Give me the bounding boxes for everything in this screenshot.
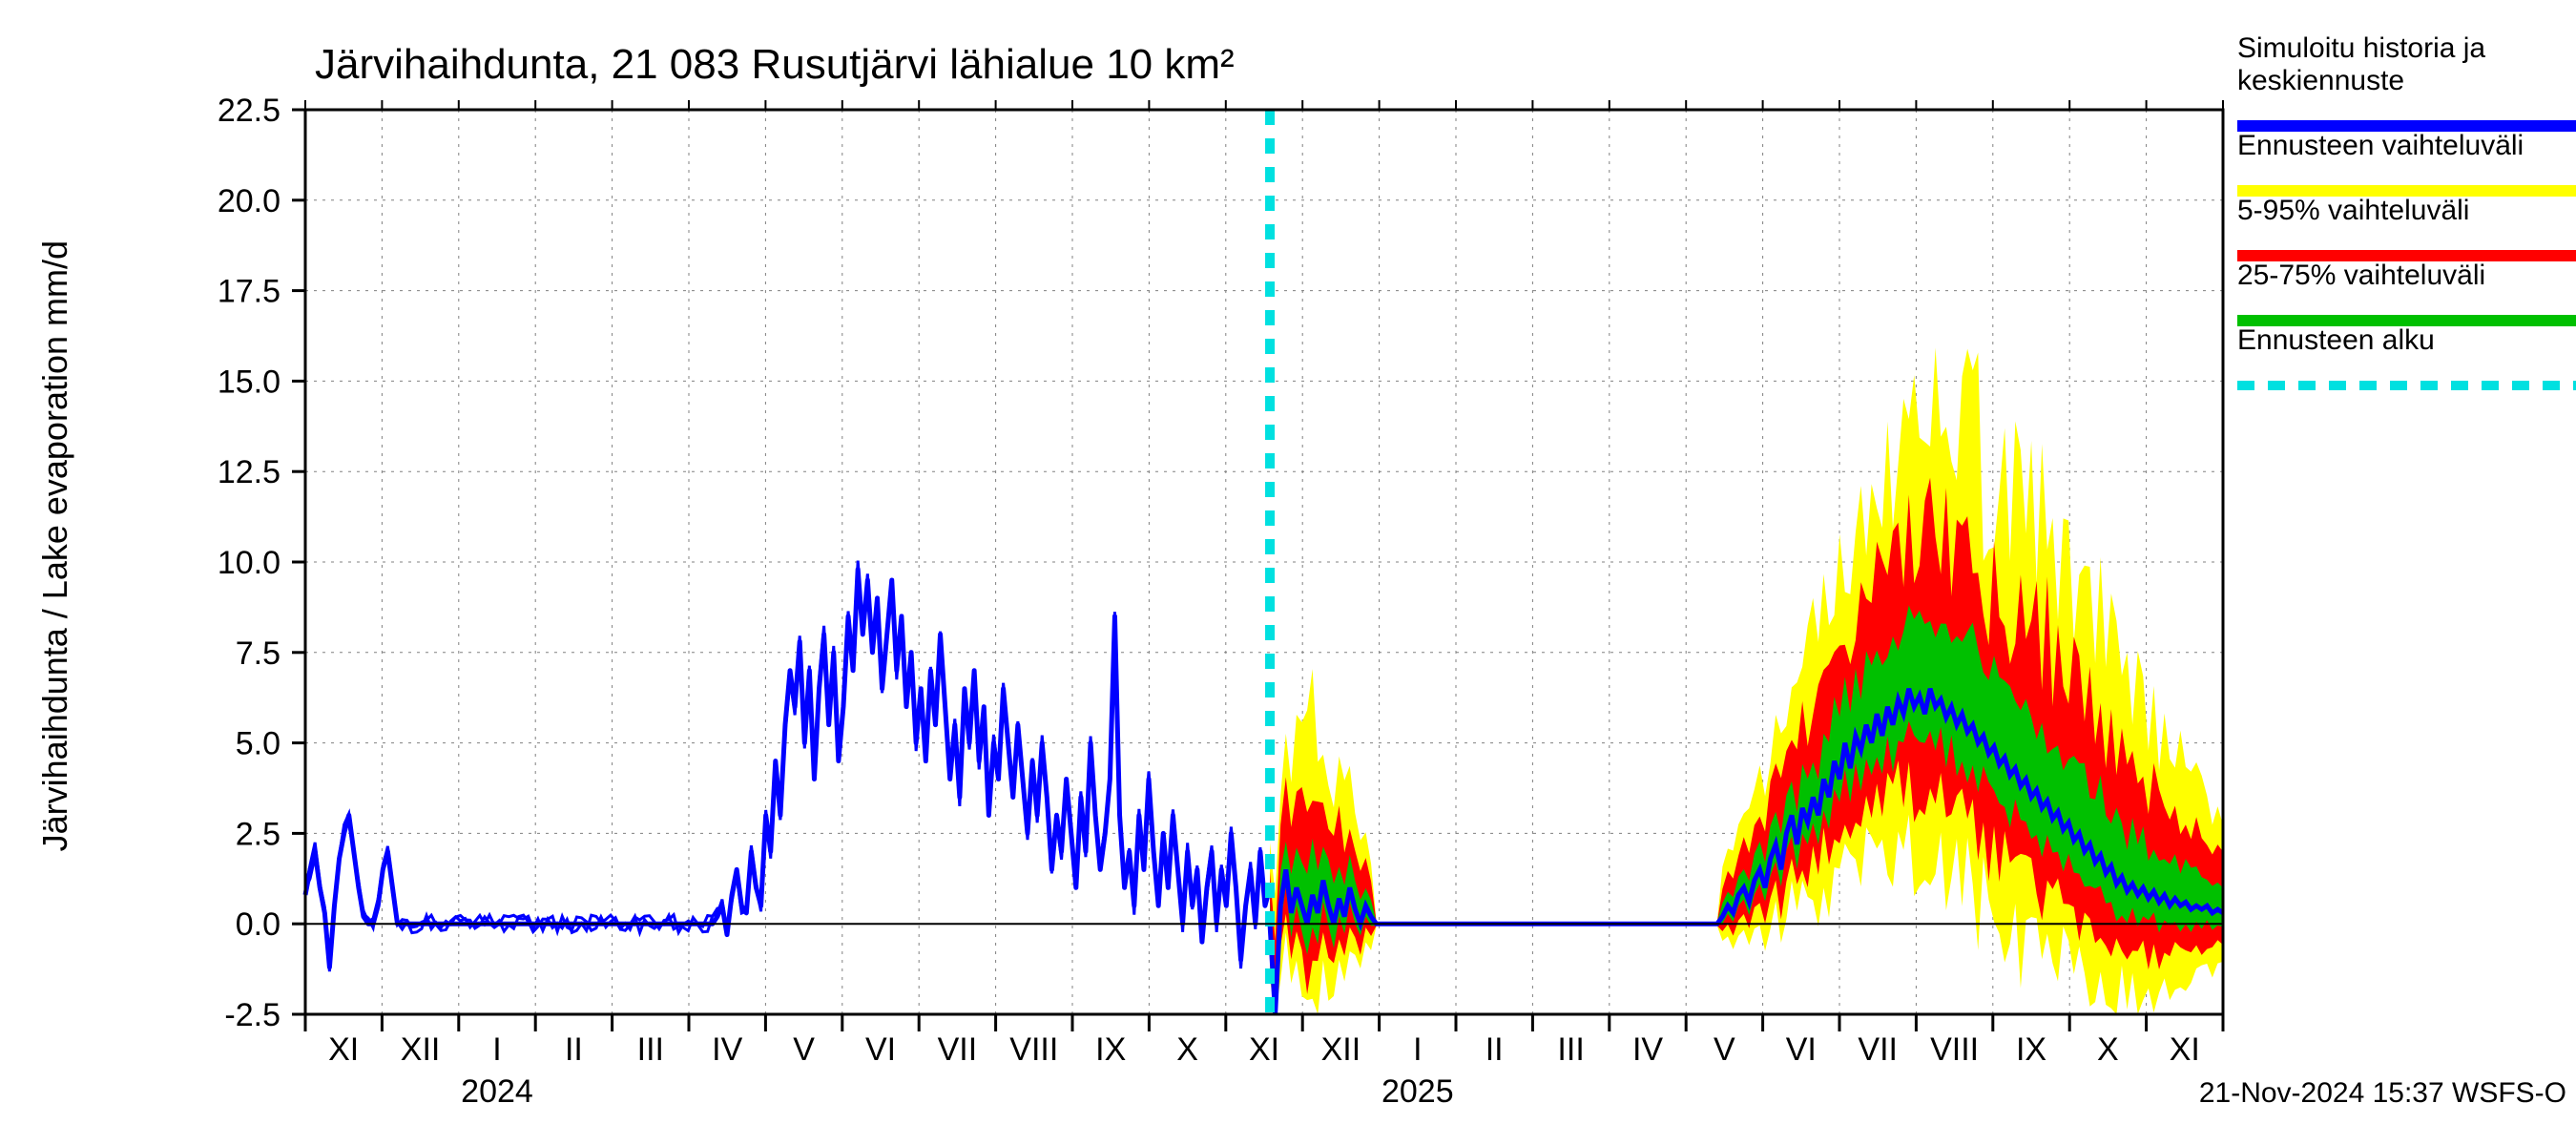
evaporation-chart: -2.5 0.0 2.5 5.0 7.5 10.0 12.5 15.0 17.5 20.0 22.5… [0,0,2576,1145]
ytick-label: -2.5 [224,997,280,1033]
month-label: VI [1786,1031,1817,1068]
ytick-label: 17.5 [218,274,280,310]
month-label: V [1714,1031,1735,1068]
month-label: VII [938,1031,978,1068]
legend-label: Ennusteen vaihteluväli [2237,130,2524,161]
month-label: VIII [1009,1031,1058,1068]
month-label: VII [1858,1031,1898,1068]
month-label: I [492,1031,501,1068]
ytick-label: 2.5 [236,816,280,852]
footer-timestamp: 21-Nov-2024 15:37 WSFS-O [2199,1077,2566,1109]
month-label: IV [1632,1031,1663,1068]
legend-label: 25-75% vaihteluväli [2237,260,2485,291]
month-label: VI [865,1031,896,1068]
month-label: V [793,1031,815,1068]
month-label: XI [2170,1031,2200,1068]
ytick-label: 5.0 [236,726,280,762]
month-label: I [1413,1031,1422,1068]
month-label: IX [1095,1031,1126,1068]
chart-title: Järvihaihdunta, 21 083 Rusutjärvi lähial… [315,41,1235,88]
ytick-label: 10.0 [218,545,280,581]
legend-label: Simuloitu historia ja [2237,32,2485,64]
month-label: X [2097,1031,2119,1068]
legend-label: keskiennuste [2237,65,2404,96]
month-label: IX [2016,1031,2046,1068]
ytick-label: 22.5 [218,93,280,129]
month-label: X [1176,1031,1198,1068]
month-label: VIII [1930,1031,1979,1068]
month-label: XI [1249,1031,1279,1068]
month-label: III [1557,1031,1584,1068]
ytick-label: 0.0 [236,906,280,943]
year-label: 2025 [1381,1073,1454,1110]
ytick-label: 12.5 [218,454,280,490]
legend-label: Ennusteen alku [2237,324,2435,356]
month-label: XI [328,1031,359,1068]
month-label: II [565,1031,583,1068]
ytick-label: 7.5 [236,635,280,672]
ytick-label: 15.0 [218,364,280,400]
month-label: IV [712,1031,742,1068]
ytick-label: 20.0 [218,183,280,219]
month-label: II [1485,1031,1504,1068]
yaxis-title: Järvihaihdunta / Lake evaporation mm/d [35,240,74,851]
month-label: III [637,1031,664,1068]
month-label: XII [401,1031,441,1068]
year-label: 2024 [461,1073,533,1110]
legend-label: 5-95% vaihteluväli [2237,195,2469,226]
month-label: XII [1321,1031,1361,1068]
